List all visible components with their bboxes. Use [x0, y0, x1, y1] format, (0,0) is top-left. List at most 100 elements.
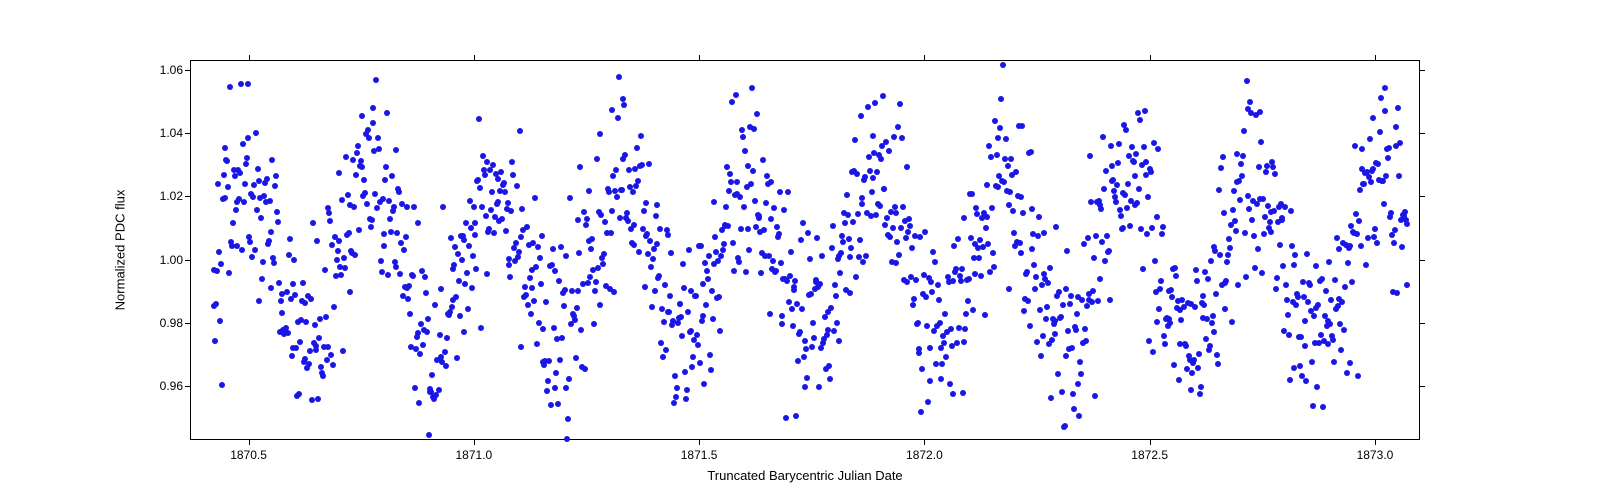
data-point [1118, 213, 1124, 219]
data-point [1189, 370, 1195, 376]
data-point [1005, 163, 1011, 169]
data-point [339, 197, 345, 203]
data-point [867, 168, 873, 174]
data-point [984, 182, 990, 188]
data-point [438, 286, 444, 292]
data-point [752, 198, 758, 204]
data-point [636, 249, 642, 255]
data-point [1328, 297, 1334, 303]
data-point [717, 328, 723, 334]
data-point [1025, 298, 1031, 304]
data-point [703, 302, 709, 308]
data-point [958, 278, 964, 284]
x-tick [1375, 440, 1376, 445]
data-point [1097, 276, 1103, 282]
data-point [611, 289, 617, 295]
data-point [937, 320, 943, 326]
data-point [509, 159, 515, 165]
data-point [608, 230, 614, 236]
data-point [328, 352, 334, 358]
data-point [1198, 384, 1204, 390]
data-point [831, 328, 837, 334]
data-point [1241, 128, 1247, 134]
data-point [737, 194, 743, 200]
data-point [763, 200, 769, 206]
data-point [325, 344, 331, 350]
data-point [1361, 181, 1367, 187]
data-point [1302, 343, 1308, 349]
data-point [887, 234, 893, 240]
data-point [1161, 333, 1167, 339]
data-point [1358, 243, 1364, 249]
data-point [666, 309, 672, 315]
data-point [478, 325, 484, 331]
data-point [658, 340, 664, 346]
data-point [794, 301, 800, 307]
data-point [1070, 391, 1076, 397]
data-point [381, 231, 387, 237]
data-point [252, 247, 258, 253]
data-point [1377, 129, 1383, 135]
data-point [1330, 337, 1336, 343]
data-point [1230, 207, 1236, 213]
data-point [950, 278, 956, 284]
data-point [529, 285, 535, 291]
data-point [403, 234, 409, 240]
data-point [597, 131, 603, 137]
data-point [854, 171, 860, 177]
data-point [787, 273, 793, 279]
data-point [279, 310, 285, 316]
data-point [1242, 230, 1248, 236]
data-point [517, 128, 523, 134]
data-point [1044, 304, 1050, 310]
data-point [359, 164, 365, 170]
data-point [873, 212, 879, 218]
data-point [297, 339, 303, 345]
data-point [583, 222, 589, 228]
data-point [1391, 240, 1397, 246]
data-point [738, 226, 744, 232]
data-point [470, 253, 476, 259]
data-point [1326, 259, 1332, 265]
data-point [1392, 227, 1398, 233]
data-point [329, 242, 335, 248]
data-point [513, 240, 519, 246]
data-point [1052, 331, 1058, 337]
data-point [1059, 389, 1065, 395]
data-point [1264, 163, 1270, 169]
data-point [613, 167, 619, 173]
data-point [847, 290, 853, 296]
data-point [791, 284, 797, 290]
data-point [330, 362, 336, 368]
data-point [507, 274, 513, 280]
data-point [1293, 302, 1299, 308]
data-point [720, 247, 726, 253]
data-point [1193, 267, 1199, 273]
data-point [733, 92, 739, 98]
data-point [215, 181, 221, 187]
data-point [799, 306, 805, 312]
data-point [700, 281, 706, 287]
data-point [516, 249, 522, 255]
data-point [1334, 235, 1340, 241]
data-point [924, 323, 930, 329]
data-point [1365, 235, 1371, 241]
data-point [904, 279, 910, 285]
data-point [648, 264, 654, 270]
data-point [927, 378, 933, 384]
data-point [424, 329, 430, 335]
data-point [1065, 328, 1071, 334]
x-tick [474, 55, 475, 60]
data-point [654, 241, 660, 247]
data-point [364, 201, 370, 207]
data-point [1078, 371, 1084, 377]
data-point [830, 223, 836, 229]
data-point [1380, 178, 1386, 184]
data-point [437, 332, 443, 338]
data-point [781, 207, 787, 213]
data-point [850, 219, 856, 225]
data-point [880, 93, 886, 99]
data-point [938, 376, 944, 382]
data-point [1311, 313, 1317, 319]
data-point [1251, 233, 1257, 239]
